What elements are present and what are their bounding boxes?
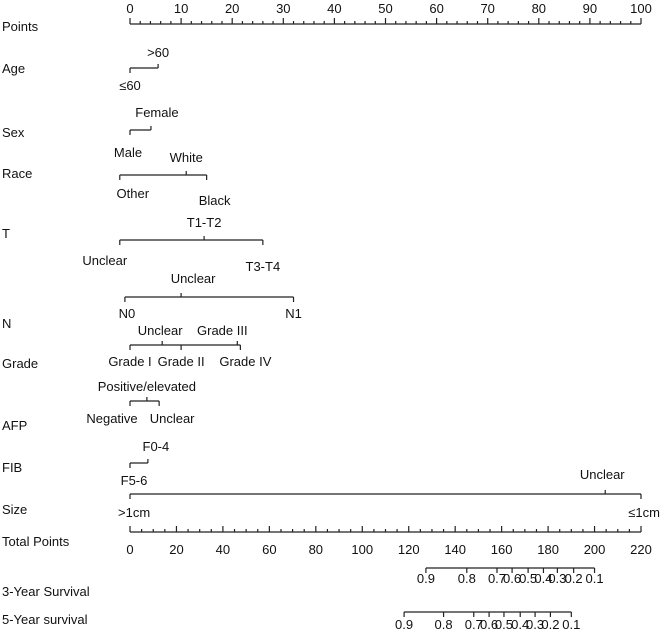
total-points-axis-tick-label: 40 (216, 542, 230, 557)
var-age-level-label: >60 (147, 45, 169, 60)
points-axis-tick-label: 60 (429, 1, 443, 16)
var-n-level-label: N0 (119, 306, 136, 321)
total-points-axis-tick-label: 180 (537, 542, 559, 557)
var-n-label: N (2, 316, 11, 331)
survival-axis-2-tick-label: 0.4 (511, 617, 529, 630)
survival-axis-2-tick-label: 0.3 (526, 617, 544, 630)
var-fib-level-label: F5-6 (121, 473, 148, 488)
points-axis-tick-label: 10 (174, 1, 188, 16)
var-grade-level-label: Grade III (197, 323, 248, 338)
var-race-label: Race (2, 166, 32, 181)
var-sex-level-label: Male (114, 145, 142, 160)
points-axis-tick-label: 100 (630, 1, 652, 16)
var-race-level-label: Black (199, 193, 231, 208)
total-points-axis-tick-label: 200 (584, 542, 606, 557)
points-axis-tick-label: 90 (583, 1, 597, 16)
points-axis-tick-label: 0 (126, 1, 133, 16)
var-age-level-label: ≤60 (119, 78, 141, 93)
survival-axis-1-tick-label: 0.9 (417, 571, 435, 586)
var-sex-label: Sex (2, 125, 25, 140)
var-t-level-label: Unclear (82, 253, 127, 268)
survival-axis-1-tick-label: 0.2 (565, 571, 583, 586)
points-axis-label: Points (2, 19, 39, 34)
total-points-axis-label: Total Points (2, 534, 70, 549)
var-grade-level-label: Grade II (158, 354, 205, 369)
total-points-axis-tick-label: 20 (169, 542, 183, 557)
survival-axis-2-tick-label: 0.6 (480, 617, 498, 630)
total-points-axis-tick-label: 160 (491, 542, 513, 557)
var-race-level-label: White (170, 150, 203, 165)
survival-axis-2-tick-label: 0.8 (435, 617, 453, 630)
var-n-level-label: Unclear (171, 271, 216, 286)
var-t-level-label: T1-T2 (187, 215, 222, 230)
survival-axis-2-tick-label: 0.5 (495, 617, 513, 630)
var-size-level-label: ≤1cm (628, 505, 660, 520)
var-t-label: T (2, 226, 10, 241)
survival-axis-1-tick-label: 0.3 (548, 571, 566, 586)
survival-axis-1-label: 3-Year Survival (2, 584, 90, 599)
survival-axis-1-tick-label: 0.8 (458, 571, 476, 586)
survival-axis-2-tick-label: 0.9 (395, 617, 413, 630)
total-points-axis-tick-label: 60 (262, 542, 276, 557)
survival-axis-2-tick-label: 0.1 (562, 617, 580, 630)
survival-axis-1-tick-label: 0.6 (503, 571, 521, 586)
survival-axis-2-tick-label: 0.2 (541, 617, 559, 630)
total-points-axis-tick-label: 80 (309, 542, 323, 557)
total-points-axis-tick-label: 140 (444, 542, 466, 557)
points-axis-tick-label: 30 (276, 1, 290, 16)
points-axis-tick-label: 50 (378, 1, 392, 16)
var-race-level-label: Other (117, 186, 150, 201)
survival-axis-1-tick-label: 0.5 (519, 571, 537, 586)
var-afp-level-label: Unclear (150, 411, 195, 426)
survival-axis-1-tick-label: 0.4 (534, 571, 552, 586)
var-fib-level-label: F0-4 (143, 439, 170, 454)
survival-axis-1-tick-label: 0.7 (488, 571, 506, 586)
var-afp-level-label: Positive/elevated (98, 379, 196, 394)
var-sex-level-label: Female (135, 105, 178, 120)
var-afp-label: AFP (2, 418, 27, 433)
survival-axis-2-tick-label: 0.7 (465, 617, 483, 630)
var-fib-label: FIB (2, 460, 22, 475)
var-n-level-label: N1 (285, 306, 302, 321)
points-axis-tick-label: 40 (327, 1, 341, 16)
var-size-label: Size (2, 502, 27, 517)
total-points-axis-tick-label: 0 (126, 542, 133, 557)
var-grade-level-label: Grade I (108, 354, 151, 369)
var-size-level-label: >1cm (118, 505, 150, 520)
var-grade-level-label: Unclear (138, 323, 183, 338)
points-axis-tick-label: 70 (480, 1, 494, 16)
points-axis-tick-label: 80 (532, 1, 546, 16)
total-points-axis-tick-label: 220 (630, 542, 652, 557)
var-t-level-label: T3-T4 (246, 259, 281, 274)
total-points-axis-tick-label: 120 (398, 542, 420, 557)
survival-axis-1-tick-label: 0.1 (586, 571, 604, 586)
total-points-axis-tick-label: 100 (351, 542, 373, 557)
var-size-level-label: Unclear (580, 467, 625, 482)
points-axis-tick-label: 20 (225, 1, 239, 16)
survival-axis-2-label: 5-Year survival (2, 612, 88, 627)
var-afp-level-label: Negative (86, 411, 137, 426)
var-grade-label: Grade (2, 356, 38, 371)
var-grade-level-label: Grade IV (219, 354, 271, 369)
var-age-label: Age (2, 61, 25, 76)
